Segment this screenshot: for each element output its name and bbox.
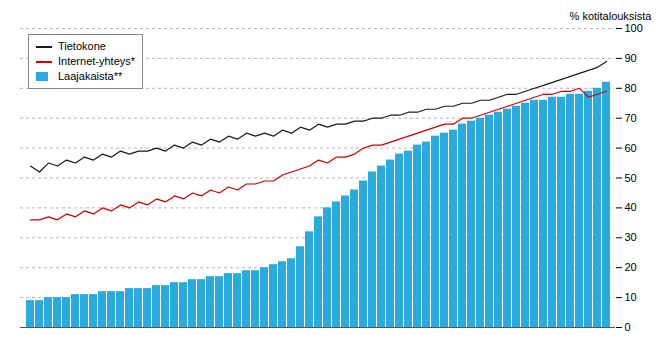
html-text:Laajakaista**: Laajakaista** xyxy=(58,70,123,82)
svg-text:20: 20 xyxy=(625,261,637,273)
svg-text:10: 10 xyxy=(625,291,637,303)
svg-text:90: 90 xyxy=(625,52,637,64)
svg-text:% kotitalouksista: % kotitalouksista xyxy=(570,10,653,22)
svg-text:60: 60 xyxy=(625,142,637,154)
svg-text:100: 100 xyxy=(625,22,643,34)
svg-text:30: 30 xyxy=(625,231,637,243)
html-text:Internet-yhteys*: Internet-yhteys* xyxy=(58,55,135,67)
svg-text:0: 0 xyxy=(625,321,631,333)
html-text:Tietokone: Tietokone xyxy=(58,40,106,52)
svg-text:40: 40 xyxy=(625,201,637,213)
svg-text:70: 70 xyxy=(625,112,637,124)
svg-text:80: 80 xyxy=(625,82,637,94)
svg-text:50: 50 xyxy=(625,172,637,184)
